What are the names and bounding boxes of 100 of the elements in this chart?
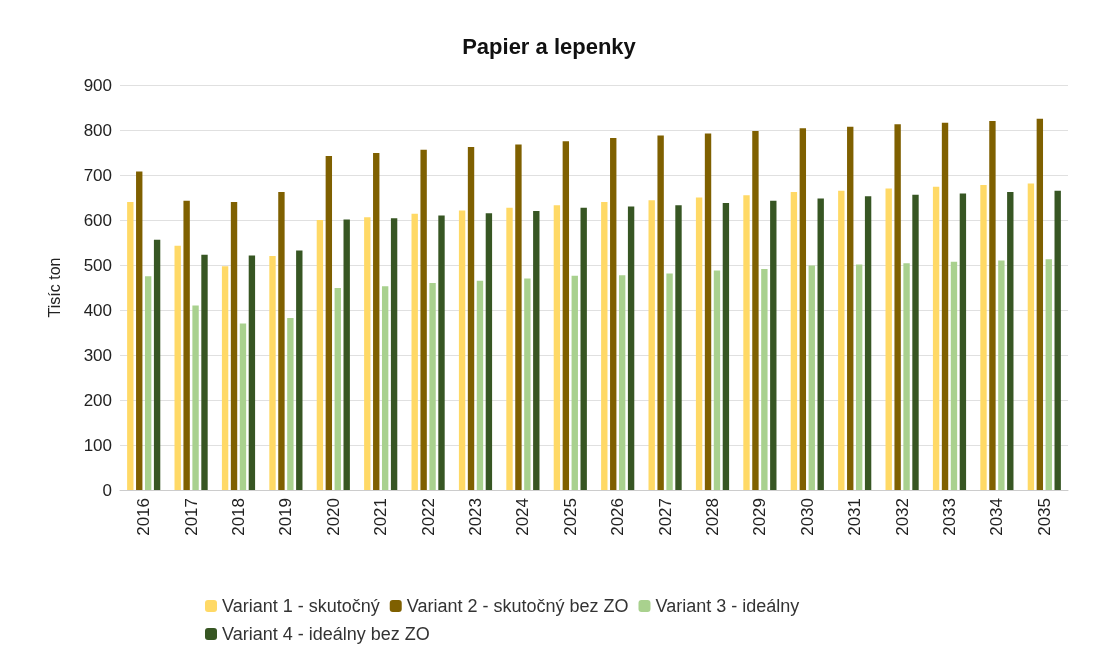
bar [743,195,750,490]
bar [571,275,578,490]
bar [959,193,967,490]
legend-label: Variant 1 - skutočný [222,596,380,616]
bar [980,184,987,490]
bar [485,213,493,490]
bar [838,190,845,490]
bar [296,250,303,490]
x-tick-label: 2022 [418,498,438,536]
bar [790,192,798,490]
bar [524,278,531,490]
bar [1036,118,1044,490]
x-tick-label: 2030 [797,498,817,536]
bar [885,188,892,490]
bar [855,264,863,490]
bar [411,213,418,490]
bar [932,186,940,490]
bar [278,192,285,490]
y-tick-label: 300 [83,345,112,365]
x-tick-label: 2028 [703,498,722,536]
x-tick-label: 2029 [750,498,770,536]
bar [533,211,540,490]
bar [950,261,958,490]
y-tick-label: 200 [83,390,112,410]
bar [666,273,673,490]
x-tick-label: 2024 [513,498,533,536]
x-tick-label: 2019 [276,498,296,536]
bar [627,206,635,490]
bar [381,286,389,490]
bar [174,245,181,490]
bar [316,220,324,490]
bar [438,215,445,490]
bar [364,217,371,490]
x-tick-label: 2021 [371,498,391,536]
y-tick-label: 0 [102,480,112,500]
bar [153,239,161,490]
bar [864,196,872,490]
bar [1027,183,1035,490]
y-tick-label: 600 [83,210,112,230]
bar [912,194,919,490]
bar [618,275,626,490]
y-tick-label: 100 [83,435,112,455]
y-axis-title: Tisíc ton [45,257,63,318]
bar [610,138,617,490]
x-tick-label: 2017 [181,498,201,536]
bar [847,126,854,490]
bar [941,122,949,490]
x-tick-label: 2025 [560,498,580,536]
legend-label: Variant 2 - skutočný bez ZO [406,596,629,616]
bar [269,256,276,490]
legend-label: Variant 4 - ideálny bez ZO [222,624,430,644]
legend-label: Variant 3 - ideálny [655,596,800,616]
bar [192,305,199,490]
bar [458,210,466,490]
bar [127,202,134,490]
bar [429,283,436,490]
y-tick-label: 700 [83,165,112,185]
bar [506,207,513,490]
bar [657,135,664,490]
bar [373,152,380,490]
x-tick-label: 2018 [229,498,248,536]
bar [248,255,256,490]
x-tick-label: 2035 [1034,498,1054,536]
bar [230,202,238,490]
bar [817,198,824,490]
bar [343,219,350,490]
bar [183,200,190,490]
bar [761,269,768,490]
bar [287,318,294,490]
bar [713,270,721,490]
bar [704,133,712,490]
bar [989,121,996,490]
bar [695,197,703,490]
bar [562,141,570,490]
x-tick-label: 2027 [655,498,675,536]
x-tick-label: 2016 [134,498,154,536]
bar [1045,259,1052,490]
bar [722,202,730,490]
bar [752,130,759,490]
bar [467,147,475,490]
bar [799,128,807,490]
bar [1054,190,1061,490]
x-tick-label: 2032 [892,498,912,536]
bar [515,144,522,490]
bar [221,266,229,490]
bar [144,276,152,490]
bar [580,207,587,490]
x-tick-label: 2026 [608,498,628,536]
bar [601,202,608,490]
y-tick-label: 400 [83,300,112,320]
bar [420,149,427,490]
bar [998,260,1005,490]
bar [808,265,815,490]
bar [201,254,208,490]
bar [894,124,901,490]
x-tick-label: 2020 [323,498,343,536]
bar [239,323,247,490]
y-tick-label: 800 [83,120,112,140]
y-tick-label: 500 [83,255,112,275]
bar [903,263,910,490]
